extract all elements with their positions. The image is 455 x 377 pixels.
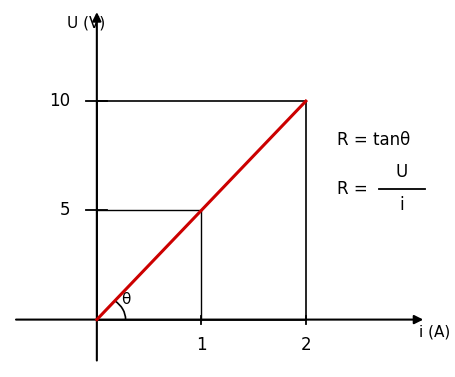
- Text: 10: 10: [50, 92, 71, 110]
- Text: 1: 1: [196, 336, 207, 354]
- Text: U: U: [396, 163, 408, 181]
- Text: 5: 5: [60, 201, 71, 219]
- Text: U (V): U (V): [67, 16, 106, 31]
- Text: R =: R =: [337, 179, 373, 198]
- Text: i (A): i (A): [419, 324, 450, 339]
- Text: θ: θ: [121, 293, 131, 307]
- Text: 2: 2: [301, 336, 311, 354]
- Text: i: i: [399, 196, 404, 214]
- Text: R = tanθ: R = tanθ: [337, 132, 410, 149]
